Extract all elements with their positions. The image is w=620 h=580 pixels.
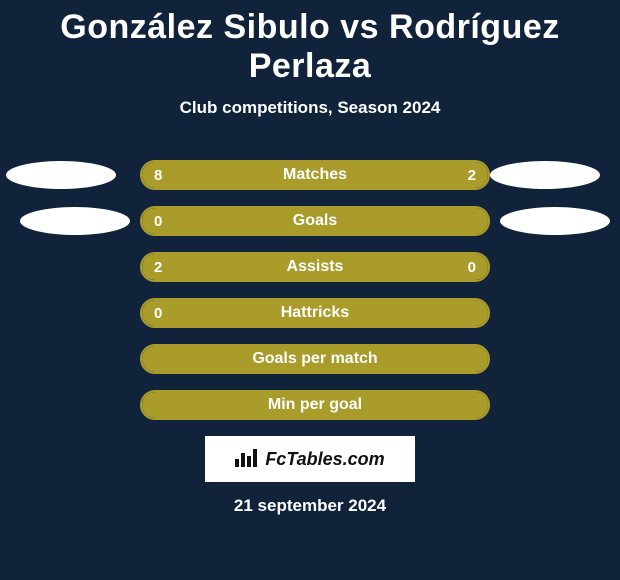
watermark-icon	[235, 447, 259, 472]
club-badge-right	[490, 161, 600, 189]
stat-value-left: 2	[142, 254, 174, 280]
stat-row: Matches8 2	[0, 160, 620, 190]
stat-label: Goals per match	[142, 346, 488, 372]
stat-bar: Assists2 0	[140, 252, 490, 282]
stat-rows: Matches82Goals0Assists20Hattricks0Goals …	[0, 160, 620, 420]
subtitle: Club competitions, Season 2024	[0, 98, 620, 118]
club-badge-right	[500, 207, 610, 235]
stat-label: Assists	[142, 254, 488, 280]
watermark-text: FcTables.com	[265, 449, 384, 470]
stat-bar: Goals per match	[140, 344, 490, 374]
footer-date: 21 september 2024	[0, 496, 620, 516]
club-badge-left	[6, 161, 116, 189]
stat-value-left: 0	[142, 208, 174, 234]
stat-row: Goals0	[0, 206, 620, 236]
stat-bar: Goals0	[140, 206, 490, 236]
page-title: González Sibulo vs Rodríguez Perlaza	[0, 0, 620, 86]
stat-bar: Matches8 2	[140, 160, 490, 190]
stat-row: Goals per match	[0, 344, 620, 374]
stat-row: Hattricks0	[0, 298, 620, 328]
watermark: FcTables.com	[205, 436, 415, 482]
comparison-infographic: González Sibulo vs Rodríguez Perlaza Clu…	[0, 0, 620, 580]
stat-row: Assists2 0	[0, 252, 620, 282]
stat-bar: Hattricks0	[140, 298, 490, 328]
club-badge-left	[20, 207, 130, 235]
stat-label: Matches	[142, 162, 488, 188]
stat-value-right: 0	[456, 254, 488, 280]
stat-label: Hattricks	[142, 300, 488, 326]
stat-label: Min per goal	[142, 392, 488, 418]
stat-value-right: 2	[456, 162, 488, 188]
stat-row: Min per goal	[0, 390, 620, 420]
stat-bar: Min per goal	[140, 390, 490, 420]
stat-value-left: 8	[142, 162, 174, 188]
stat-label: Goals	[142, 208, 488, 234]
stat-value-left: 0	[142, 300, 174, 326]
